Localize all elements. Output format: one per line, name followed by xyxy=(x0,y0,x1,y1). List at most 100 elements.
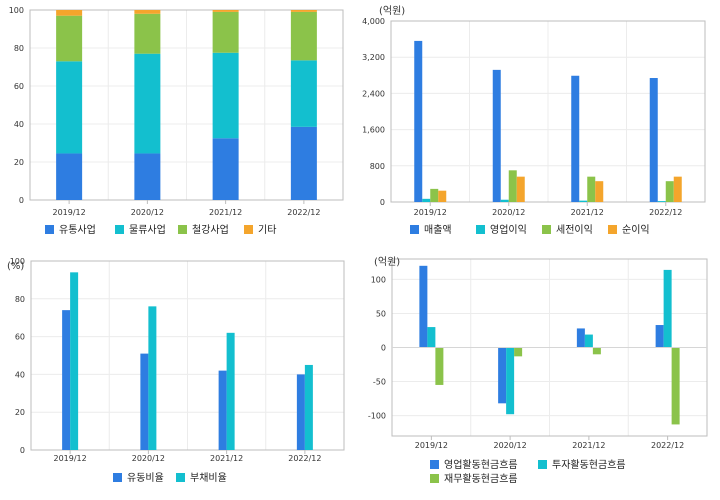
bar-매출액-2021/12 xyxy=(571,75,580,202)
plot-frame xyxy=(29,9,344,201)
y-tick-label: 80 xyxy=(15,295,25,304)
y-tick-label: 20 xyxy=(15,408,25,417)
x-tick-label: 2020/12 xyxy=(132,454,165,463)
bar-세전이익-2020/12 xyxy=(508,170,517,202)
bar-철강사업-2019/12 xyxy=(56,15,83,62)
bar-철강사업-2021/12 xyxy=(212,11,239,53)
bar-영업활동현금흐름-2022/12 xyxy=(655,325,664,348)
bar-영업이익-2021/12 xyxy=(579,200,588,202)
x-tick-label: 2019/12 xyxy=(415,441,448,450)
bar-기타-2020/12 xyxy=(134,10,161,14)
y-tick-label: 40 xyxy=(14,120,24,129)
unit-label: (억원) xyxy=(374,256,400,268)
y-tick-label: 800 xyxy=(370,162,385,171)
x-tick-label: 2020/12 xyxy=(131,208,164,217)
ratio-svg: 0 20 40 60 80 100 2019/12 2020/12 2021/12 2022/12… xyxy=(7,257,345,484)
bar-영업활동현금흐름-2021/12 xyxy=(576,328,585,348)
bar-부채비율-2021/12 xyxy=(226,332,235,450)
y-tick-label: 60 xyxy=(14,82,24,91)
legend-label-세전이익: 세전이익 xyxy=(556,224,593,236)
legend-swatch-부채비율 xyxy=(176,473,185,482)
bar-재무활동현금흐름-2020/12 xyxy=(514,347,523,357)
legend-swatch-재무활동현금흐름 xyxy=(430,474,439,483)
legend-label-매출액: 매출액 xyxy=(424,224,452,236)
ratio-chart: 0 20 40 60 80 100 2019/12 2020/12 2021/12 2022/12… xyxy=(0,248,360,496)
bar-영업이익-2022/12 xyxy=(657,201,666,202)
legend-swatch-영업활동현금흐름 xyxy=(430,460,439,469)
y-tick-label: 60 xyxy=(15,333,25,342)
x-tick-label: 2020/12 xyxy=(494,441,527,450)
bar-영업활동현금흐름-2019/12 xyxy=(419,265,428,348)
bar-기타-2021/12 xyxy=(212,10,239,12)
unit-label: (억원) xyxy=(379,5,405,17)
bar-매출액-2020/12 xyxy=(492,69,501,203)
legend-label-부채비율: 부채비율 xyxy=(190,472,227,484)
bar-물류사업-2019/12 xyxy=(56,61,83,154)
bar-유동비율-2020/12 xyxy=(140,353,149,450)
bar-투자활동현금흐름-2020/12 xyxy=(506,347,515,415)
bar-세전이익-2021/12 xyxy=(587,176,596,202)
bar-순이익-2020/12 xyxy=(516,176,525,202)
income-svg: 0 800 1,600 2,400 3,200 4,000 2019/12 2020/12 20… xyxy=(362,5,706,236)
x-tick-label: 2021/12 xyxy=(209,208,242,217)
plot-frame xyxy=(30,260,345,451)
x-tick-label: 2019/12 xyxy=(53,208,86,217)
bar-영업이익-2020/12 xyxy=(500,199,509,202)
y-tick-label: 20 xyxy=(14,158,24,167)
legend-label-철강사업: 철강사업 xyxy=(192,223,229,236)
y-tick-label: 100 xyxy=(371,275,386,284)
x-tick-label: 2021/12 xyxy=(210,454,243,463)
legend-swatch-유동비율 xyxy=(113,473,122,482)
bar-철강사업-2020/12 xyxy=(134,13,161,54)
legend-label-투자활동현금흐름: 투자활동현금흐름 xyxy=(552,458,626,471)
legend-label-재무활동현금흐름: 재무활동현금흐름 xyxy=(444,472,518,485)
bar-물류사업-2021/12 xyxy=(212,52,239,139)
x-tick-label: 2021/12 xyxy=(572,441,605,450)
y-tick-label: -100 xyxy=(368,412,386,421)
x-tick-label: 2019/12 xyxy=(414,208,447,217)
y-tick-label: 1,600 xyxy=(362,126,385,135)
legend-swatch-순이익 xyxy=(608,225,617,234)
x-tick-label: 2020/12 xyxy=(492,208,525,217)
legend-label-영업이익: 영업이익 xyxy=(490,223,527,236)
legend-label-영업활동현금흐름: 영업활동현금흐름 xyxy=(444,458,518,471)
x-tick-label: 2019/12 xyxy=(54,454,87,463)
bar-기타-2022/12 xyxy=(290,10,317,12)
bar-철강사업-2022/12 xyxy=(290,11,317,61)
legend-swatch-세전이익 xyxy=(542,225,551,234)
legend-label-기타: 기타 xyxy=(258,224,276,236)
y-tick-label: 100 xyxy=(9,6,24,15)
bar-유동비율-2021/12 xyxy=(218,370,227,450)
bar-유통사업-2019/12 xyxy=(56,153,83,200)
legend-swatch-유통사업 xyxy=(45,225,54,234)
unit-label: (%) xyxy=(7,261,24,272)
legend-swatch-철강사업 xyxy=(178,225,187,234)
y-tick-label: 0 xyxy=(19,196,24,205)
bar-순이익-2022/12 xyxy=(673,176,682,202)
cashflow-chart: -100 -50 0 50 100 2019/12 2020/12 2021/12 2022/1… xyxy=(360,248,720,496)
legend-swatch-매출액 xyxy=(410,225,419,234)
bar-세전이익-2022/12 xyxy=(665,181,674,202)
legend-label-순이익: 순이익 xyxy=(622,224,650,236)
bar-투자활동현금흐름-2019/12 xyxy=(427,327,436,348)
bar-부채비율-2019/12 xyxy=(70,272,79,450)
y-tick-label: -50 xyxy=(373,378,386,387)
y-tick-label: 2,400 xyxy=(362,89,385,98)
bar-영업이익-2019/12 xyxy=(422,198,431,202)
bar-매출액-2022/12 xyxy=(649,78,658,202)
bar-재무활동현금흐름-2019/12 xyxy=(435,347,444,385)
bar-유통사업-2021/12 xyxy=(212,138,239,200)
business-mix-chart: 0 20 40 60 80 100 2019/12 2020/12 2021/12 2022/12… xyxy=(0,0,360,248)
legend-swatch-물류사업 xyxy=(115,225,124,234)
y-tick-label: 0 xyxy=(380,198,385,207)
bar-부채비율-2020/12 xyxy=(148,306,157,450)
bar-순이익-2019/12 xyxy=(438,190,447,202)
legend-swatch-영업이익 xyxy=(476,225,485,234)
y-tick-label: 0 xyxy=(381,344,386,353)
bar-유통사업-2020/12 xyxy=(134,153,161,200)
y-tick-label: 4,000 xyxy=(362,17,385,26)
cashflow-svg: -100 -50 0 50 100 2019/12 2020/12 2021/12 2022/1… xyxy=(368,256,708,485)
bar-기타-2019/12 xyxy=(56,10,83,16)
business-mix-svg: 0 20 40 60 80 100 2019/12 2020/12 2021/12 2022/12… xyxy=(9,6,344,236)
x-tick-label: 2021/12 xyxy=(571,208,604,217)
